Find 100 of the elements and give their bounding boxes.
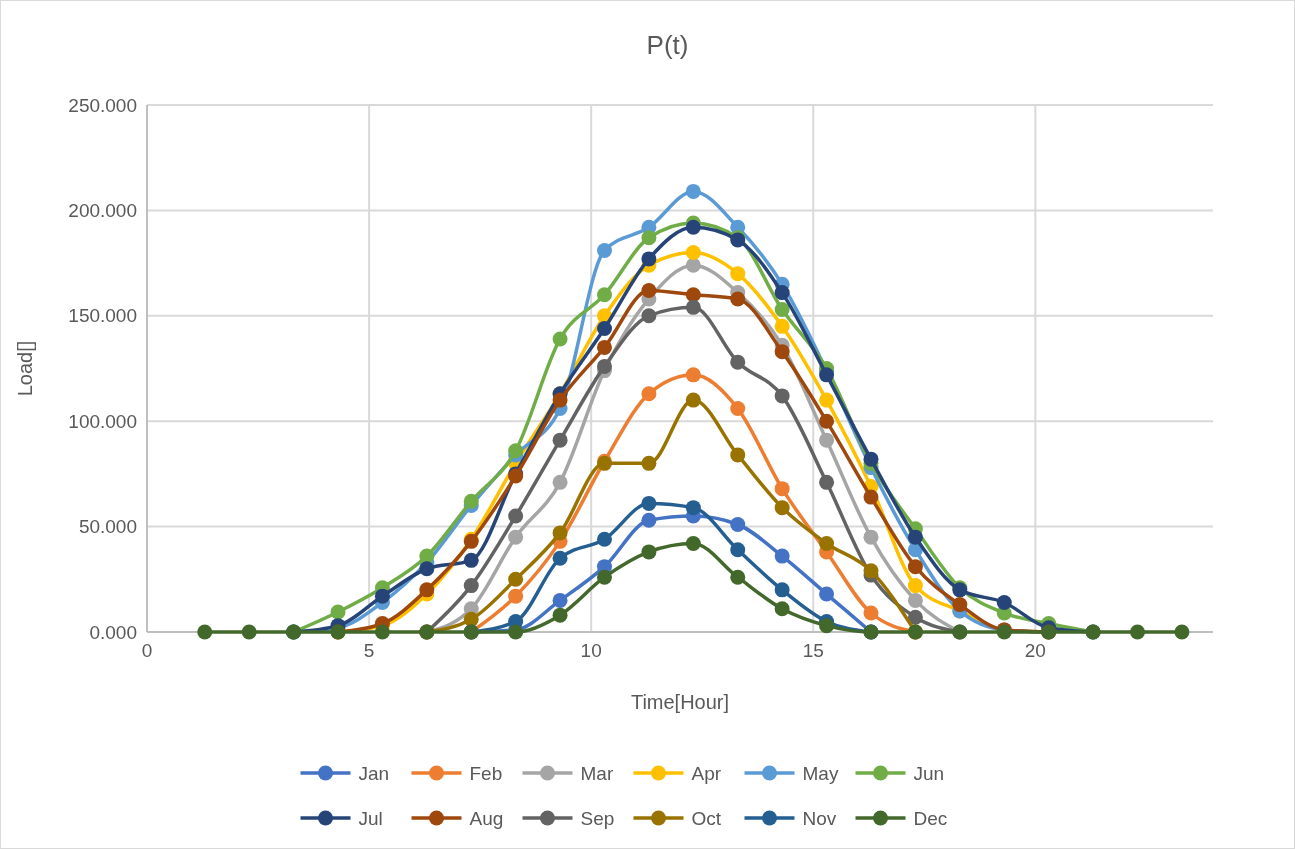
point bbox=[907, 529, 923, 545]
point bbox=[596, 339, 612, 355]
point bbox=[730, 266, 746, 282]
point bbox=[419, 548, 435, 564]
point bbox=[819, 432, 835, 448]
point bbox=[730, 291, 746, 307]
point bbox=[419, 582, 435, 598]
point bbox=[552, 331, 568, 347]
point bbox=[774, 481, 790, 497]
legend-label: May bbox=[802, 762, 839, 784]
point bbox=[730, 401, 746, 417]
y-tick-label: 100.000 bbox=[68, 410, 137, 432]
point bbox=[952, 597, 968, 613]
point bbox=[596, 242, 612, 258]
point bbox=[907, 578, 923, 594]
point bbox=[819, 367, 835, 383]
point bbox=[508, 588, 524, 604]
point bbox=[552, 474, 568, 490]
point bbox=[330, 604, 346, 620]
point bbox=[730, 447, 746, 463]
point bbox=[685, 219, 701, 235]
point bbox=[907, 609, 923, 625]
point bbox=[685, 183, 701, 199]
x-tick-label: 20 bbox=[1024, 640, 1046, 661]
y-tick-label: 250.000 bbox=[68, 94, 137, 116]
x-tick-label: 10 bbox=[580, 640, 602, 661]
point bbox=[641, 308, 657, 324]
point bbox=[241, 624, 257, 640]
point bbox=[641, 544, 657, 560]
point bbox=[508, 529, 524, 545]
legend-label: Sep bbox=[580, 807, 615, 829]
point bbox=[463, 493, 479, 509]
point bbox=[641, 283, 657, 298]
point bbox=[907, 559, 923, 575]
point bbox=[596, 569, 612, 585]
point bbox=[685, 535, 701, 551]
point bbox=[774, 344, 790, 360]
legend-label: Mar bbox=[580, 762, 614, 784]
point bbox=[641, 495, 657, 511]
point bbox=[863, 563, 879, 579]
legend-label: Feb bbox=[469, 762, 503, 784]
point bbox=[463, 552, 479, 568]
y-tick-label: 200.000 bbox=[68, 200, 137, 222]
point bbox=[774, 388, 790, 404]
legend-label: Nov bbox=[802, 807, 837, 829]
point bbox=[774, 601, 790, 617]
point bbox=[819, 392, 835, 408]
point bbox=[508, 508, 524, 524]
point bbox=[641, 512, 657, 528]
x-tick-label: 5 bbox=[363, 640, 375, 661]
legend-label: Oct bbox=[691, 807, 722, 829]
point bbox=[730, 354, 746, 370]
point bbox=[685, 287, 701, 303]
legend-label: Jun bbox=[913, 762, 945, 784]
point bbox=[730, 569, 746, 585]
point bbox=[774, 500, 790, 516]
point bbox=[1174, 624, 1190, 640]
point bbox=[641, 251, 657, 267]
point bbox=[774, 548, 790, 564]
point bbox=[374, 624, 390, 640]
point bbox=[641, 386, 657, 402]
point bbox=[819, 474, 835, 490]
legend-label: Apr bbox=[691, 762, 722, 784]
point bbox=[685, 367, 701, 383]
point bbox=[596, 531, 612, 547]
point bbox=[685, 245, 701, 261]
x-tick-label: 15 bbox=[802, 640, 824, 661]
legend-label: Jan bbox=[358, 762, 390, 784]
point bbox=[730, 542, 746, 558]
point bbox=[685, 299, 701, 315]
y-tick-label: 50.000 bbox=[78, 516, 137, 538]
point bbox=[774, 582, 790, 598]
y-axis-title: Load[] bbox=[14, 340, 36, 397]
point bbox=[685, 500, 701, 516]
chart-title: P(t) bbox=[646, 30, 689, 61]
x-axis-title: Time[Hour] bbox=[630, 691, 730, 713]
point bbox=[197, 624, 213, 640]
point bbox=[819, 413, 835, 429]
point bbox=[508, 443, 524, 459]
point bbox=[819, 535, 835, 551]
legend-label: Jul bbox=[358, 807, 383, 829]
legend-label: Dec bbox=[913, 807, 948, 829]
point bbox=[552, 607, 568, 623]
point bbox=[552, 550, 568, 566]
y-tick-label: 150.000 bbox=[68, 305, 137, 327]
point bbox=[730, 516, 746, 532]
y-tick-label: 0.000 bbox=[89, 621, 137, 643]
point bbox=[596, 287, 612, 303]
point bbox=[863, 605, 879, 621]
point bbox=[641, 230, 657, 246]
point bbox=[819, 618, 835, 634]
point bbox=[863, 489, 879, 505]
point bbox=[419, 561, 435, 577]
point bbox=[685, 392, 701, 408]
point bbox=[552, 432, 568, 448]
point bbox=[819, 586, 835, 602]
point bbox=[774, 285, 790, 301]
point bbox=[374, 588, 390, 604]
point bbox=[463, 578, 479, 594]
point bbox=[907, 592, 923, 608]
